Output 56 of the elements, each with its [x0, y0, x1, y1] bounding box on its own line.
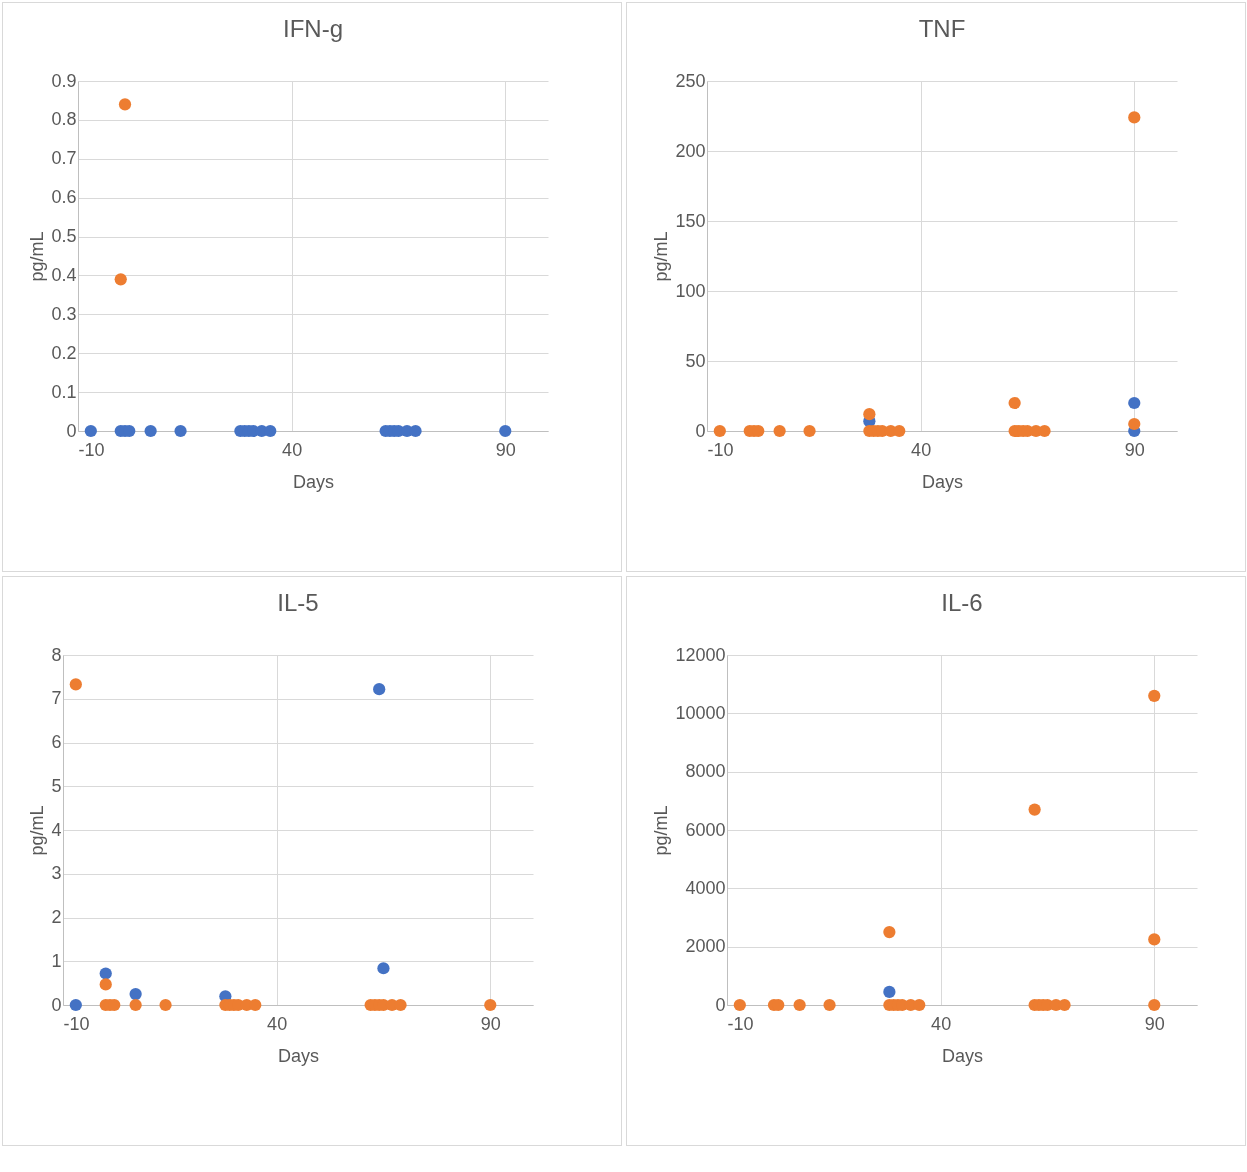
y-tick-label: 250: [675, 70, 706, 91]
x-tick-label: -10: [707, 439, 734, 460]
y-tick-label: 0.9: [51, 70, 77, 91]
x-axis-title: Days: [277, 1045, 320, 1066]
y-tick-label: 6000: [685, 819, 726, 840]
y-axis-title: pg/mL: [27, 805, 48, 856]
y-tick-label: 8: [51, 644, 62, 665]
chart-title: IL-6: [941, 589, 983, 616]
y-tick-label: 7: [51, 688, 62, 709]
x-tick-label: 90: [495, 439, 516, 460]
y-tick-label: 0: [715, 994, 726, 1015]
x-axis-title: Days: [292, 471, 335, 492]
x-tick-label: 90: [1144, 1013, 1165, 1034]
y-tick-label: 5: [51, 775, 62, 796]
x-tick-label: 40: [267, 1013, 288, 1034]
x-tick-label: -10: [727, 1013, 754, 1034]
y-tick-label: 50: [685, 350, 706, 371]
x-tick-label: 90: [1124, 439, 1145, 460]
y-tick-label: 0.1: [51, 381, 77, 402]
y-axis-title: pg/mL: [27, 231, 48, 282]
y-tick-label: 0.4: [51, 264, 77, 285]
y-tick-label: 12000: [675, 644, 726, 665]
y-tick-label: 3: [51, 863, 62, 884]
y-tick-label: 0.6: [51, 187, 77, 208]
x-axis-title: Days: [941, 1045, 984, 1066]
x-axis-title: Days: [921, 471, 964, 492]
x-tick-label: -10: [78, 439, 105, 460]
x-tick-label: -10: [63, 1013, 90, 1034]
y-tick-label: 4: [51, 819, 62, 840]
y-tick-label: 0.8: [51, 109, 77, 130]
y-tick-label: 0: [51, 994, 62, 1015]
y-axis-title: pg/mL: [651, 231, 672, 282]
y-tick-label: 4000: [685, 877, 726, 898]
y-tick-label: 8000: [685, 761, 726, 782]
y-tick-label: 0.5: [51, 226, 77, 247]
x-tick-label: 90: [480, 1013, 501, 1034]
y-tick-label: 0: [695, 420, 706, 441]
chart-title: IL-5: [277, 589, 319, 616]
y-tick-label: 2: [51, 907, 62, 927]
y-tick-label: 200: [675, 140, 706, 161]
y-tick-label: 0: [66, 420, 77, 441]
y-tick-label: 6: [51, 732, 62, 752]
y-tick-label: 0.2: [51, 342, 77, 363]
x-tick-label: 40: [282, 439, 303, 460]
chart-title: TNF: [918, 15, 966, 42]
y-tick-label: 100: [675, 280, 706, 301]
x-tick-label: 40: [911, 439, 932, 460]
y-tick-label: 0.7: [51, 148, 77, 169]
y-tick-label: 1: [51, 950, 62, 971]
y-tick-label: 150: [675, 210, 706, 231]
chart-title: IFN-g: [283, 15, 343, 42]
x-tick-label: 40: [931, 1013, 952, 1034]
y-tick-label: 2000: [685, 936, 726, 957]
y-axis-title: pg/mL: [651, 805, 672, 856]
y-tick-label: 10000: [675, 702, 726, 723]
y-tick-label: 0.3: [51, 303, 77, 324]
